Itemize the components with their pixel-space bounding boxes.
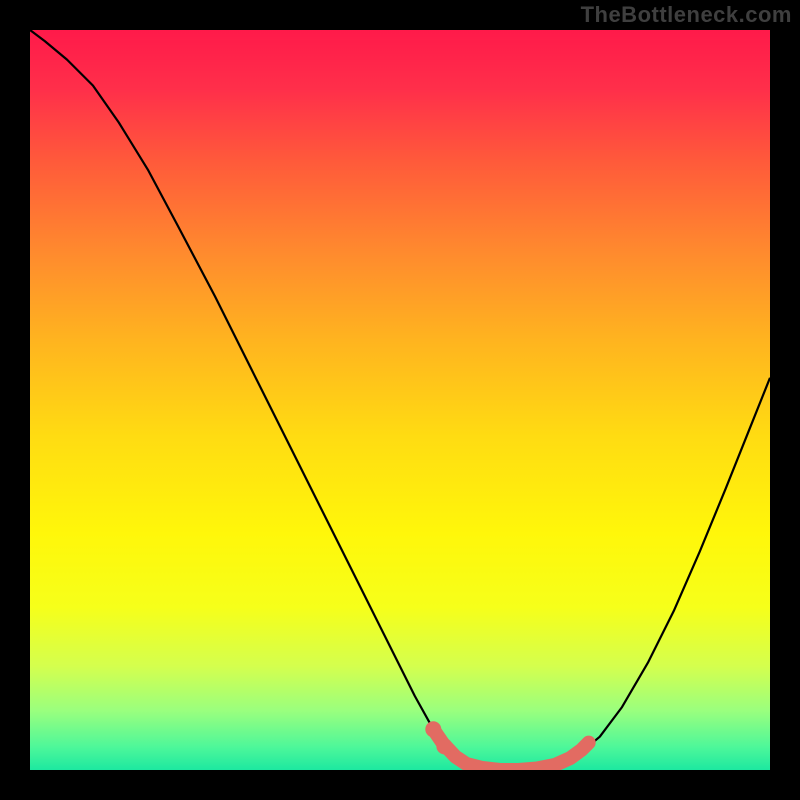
plot-area (30, 30, 770, 770)
highlight-dot (436, 738, 452, 754)
highlight-dot (425, 721, 441, 737)
chart-container: TheBottleneck.com (0, 0, 800, 800)
chart-svg (30, 30, 770, 770)
plot-background (30, 30, 770, 770)
watermark-text: TheBottleneck.com (581, 2, 792, 28)
